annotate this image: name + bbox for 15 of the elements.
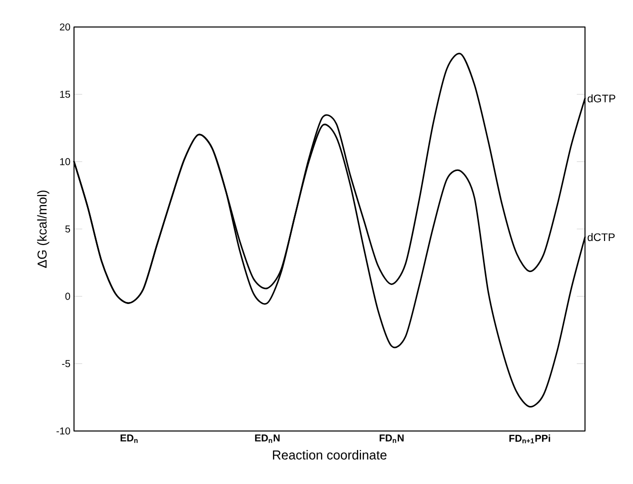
x-tick-label: ED$_{n}$N [255, 434, 280, 443]
y-tick-label: 0 [65, 292, 70, 300]
x-tick-label: FD$_{n}$N [380, 434, 404, 443]
y-axis-title: ΔG (kcal/mol) [37, 190, 50, 268]
series-label: dGTP [588, 94, 616, 102]
y-tick-label: 20 [60, 23, 70, 31]
y-tick-label: -10 [56, 427, 70, 435]
y-tick-label: -5 [62, 360, 70, 368]
x-axis-title: Reaction coordinate [272, 450, 386, 460]
y-tick-label: 5 [65, 226, 70, 232]
series-label: dCTP [588, 233, 615, 242]
y-tick-label: 15 [60, 90, 70, 98]
x-tick-label: ED$_{n}$ [120, 434, 138, 443]
y-tick-label: 10 [60, 158, 70, 166]
x-tick-label: FD$_{n+1}$PPi [509, 434, 550, 444]
